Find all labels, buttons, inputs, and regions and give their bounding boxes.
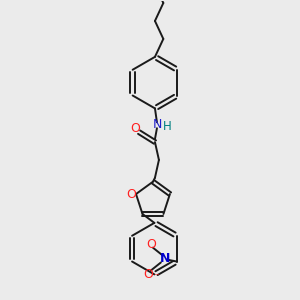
Text: O: O [126, 188, 136, 200]
Text: ⁻: ⁻ [153, 272, 159, 282]
Text: O: O [143, 268, 153, 281]
Text: N: N [160, 252, 170, 265]
Text: H: H [163, 120, 171, 133]
Text: N: N [153, 118, 163, 131]
Text: O: O [130, 122, 140, 135]
Text: O: O [146, 238, 156, 251]
